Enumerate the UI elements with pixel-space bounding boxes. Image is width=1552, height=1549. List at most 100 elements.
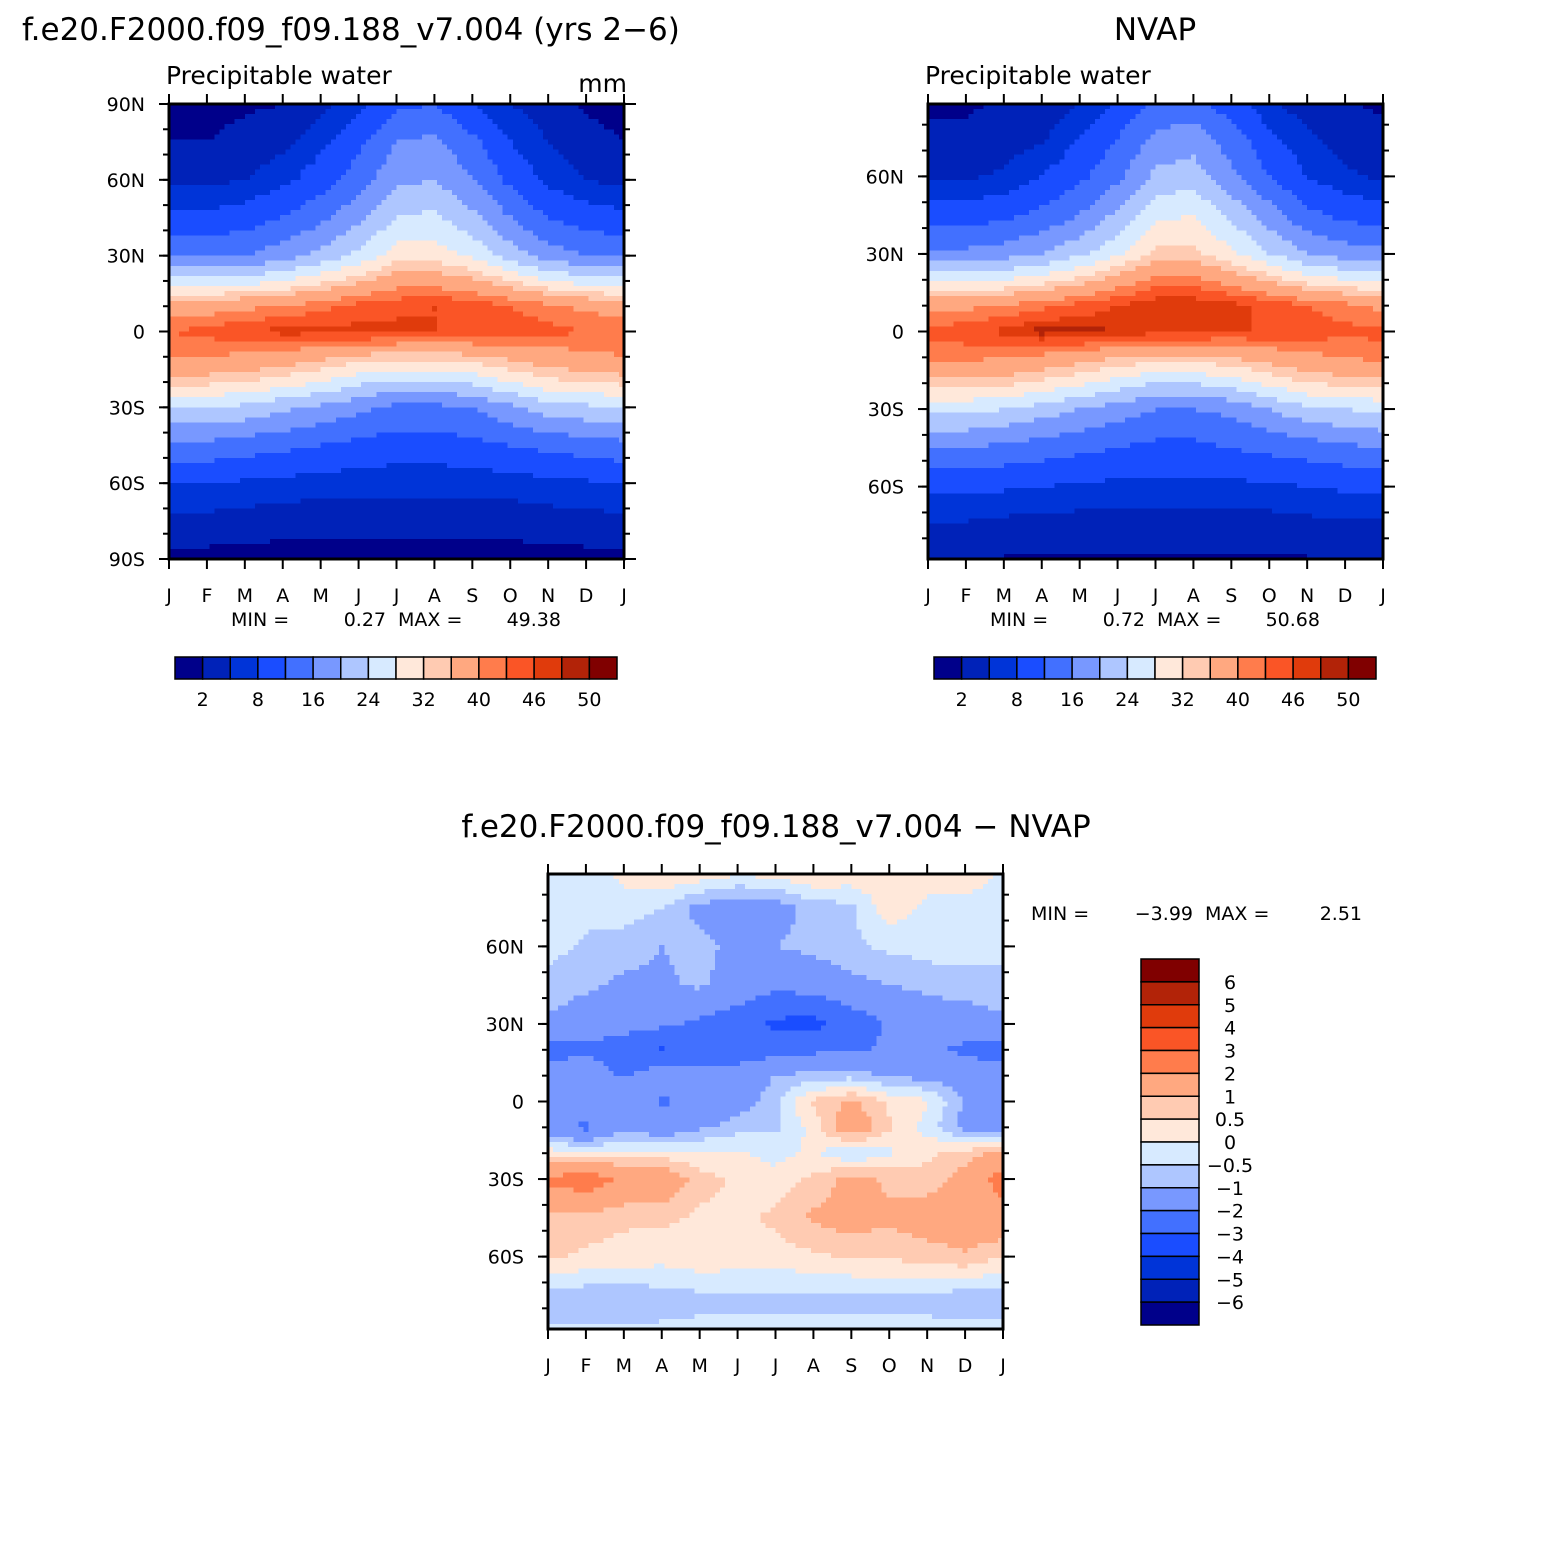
field-cell bbox=[275, 220, 281, 226]
field-cell bbox=[194, 240, 200, 247]
field-cell bbox=[613, 230, 620, 237]
field-cell bbox=[442, 205, 448, 211]
field-cell bbox=[416, 366, 423, 373]
field-cell bbox=[618, 144, 625, 151]
field-cell bbox=[421, 230, 428, 237]
field-cell bbox=[497, 200, 504, 206]
field-cell bbox=[411, 189, 418, 196]
field-cell bbox=[351, 291, 357, 297]
field-cell bbox=[583, 154, 590, 161]
field-cell bbox=[214, 265, 221, 272]
field-cell bbox=[583, 326, 590, 333]
field-cell bbox=[310, 159, 317, 166]
field-cell bbox=[356, 275, 362, 282]
field-cell bbox=[401, 195, 408, 201]
field-cell bbox=[462, 366, 468, 373]
field-cell bbox=[351, 306, 357, 312]
field-cell bbox=[603, 230, 610, 237]
field-cell bbox=[603, 189, 610, 196]
field-cell bbox=[593, 144, 600, 151]
field-cell bbox=[335, 119, 342, 125]
field-cell bbox=[558, 265, 564, 272]
field-cell bbox=[270, 104, 276, 110]
field-cell bbox=[436, 164, 443, 171]
field-cell bbox=[199, 321, 205, 328]
field-cell bbox=[224, 245, 231, 252]
field-cell bbox=[275, 336, 281, 343]
field-cell bbox=[270, 174, 276, 181]
field-cell bbox=[275, 351, 281, 358]
field-cell bbox=[487, 336, 494, 343]
field-cell bbox=[285, 336, 291, 343]
field-cell bbox=[512, 139, 519, 146]
field-cell bbox=[371, 139, 377, 146]
field-cell bbox=[613, 124, 620, 130]
field-cell bbox=[310, 164, 317, 171]
field-cell bbox=[406, 265, 413, 272]
field-cell bbox=[527, 195, 534, 201]
field-cell bbox=[522, 275, 529, 282]
field-cell bbox=[169, 321, 175, 328]
field-cell bbox=[179, 311, 185, 317]
field-cell bbox=[184, 255, 190, 262]
field-cell bbox=[507, 225, 514, 231]
field-cell bbox=[558, 124, 564, 130]
field-cell bbox=[295, 301, 302, 307]
field-cell bbox=[452, 200, 458, 206]
field-cell bbox=[325, 200, 332, 206]
field-cell bbox=[608, 351, 615, 358]
field-cell bbox=[568, 331, 575, 338]
field-cell bbox=[335, 134, 342, 140]
field-cell bbox=[512, 129, 519, 135]
field-cell bbox=[320, 356, 327, 363]
field-cell bbox=[598, 225, 605, 231]
field-cell bbox=[199, 366, 205, 373]
field-cell bbox=[214, 356, 221, 363]
field-cell bbox=[426, 114, 433, 120]
field-cell bbox=[502, 280, 509, 287]
field-cell bbox=[613, 316, 620, 322]
field-cell bbox=[351, 235, 357, 242]
field-cell bbox=[275, 286, 281, 292]
field-cell bbox=[260, 159, 266, 166]
field-cell bbox=[467, 250, 473, 257]
field-cell bbox=[533, 169, 539, 176]
field-cell bbox=[527, 371, 534, 378]
field-cell bbox=[553, 265, 559, 272]
field-cell bbox=[371, 321, 377, 328]
field-cell bbox=[244, 205, 251, 211]
field-cell bbox=[472, 225, 478, 231]
field-cell bbox=[214, 154, 221, 161]
field-cell bbox=[462, 139, 468, 146]
field-cell bbox=[224, 109, 231, 115]
field-cell bbox=[290, 265, 296, 272]
field-cell bbox=[214, 164, 221, 171]
field-cell bbox=[452, 336, 458, 343]
field-cell bbox=[229, 275, 236, 282]
field-cell bbox=[548, 366, 554, 373]
field-cell bbox=[345, 144, 352, 151]
field-cell bbox=[543, 275, 549, 282]
field-cell bbox=[442, 169, 448, 176]
field-cell bbox=[305, 286, 312, 292]
field-cell bbox=[401, 184, 408, 191]
field-cell bbox=[533, 341, 539, 348]
field-cell bbox=[345, 291, 352, 297]
field-cell bbox=[396, 270, 403, 277]
field-cell bbox=[300, 119, 307, 125]
field-cell bbox=[229, 361, 236, 368]
field-cell bbox=[179, 124, 185, 130]
field-cell bbox=[568, 346, 575, 353]
field-cell bbox=[219, 154, 226, 161]
field-cell bbox=[406, 220, 413, 226]
field-cell bbox=[290, 164, 296, 171]
field-cell bbox=[254, 356, 261, 363]
field-cell bbox=[548, 164, 554, 171]
field-cell bbox=[169, 114, 175, 120]
field-cell bbox=[275, 341, 281, 348]
field-cell bbox=[396, 134, 403, 140]
field-cell bbox=[209, 210, 216, 216]
field-cell bbox=[517, 104, 524, 110]
field-cell bbox=[335, 341, 342, 348]
field-cell bbox=[325, 149, 332, 156]
